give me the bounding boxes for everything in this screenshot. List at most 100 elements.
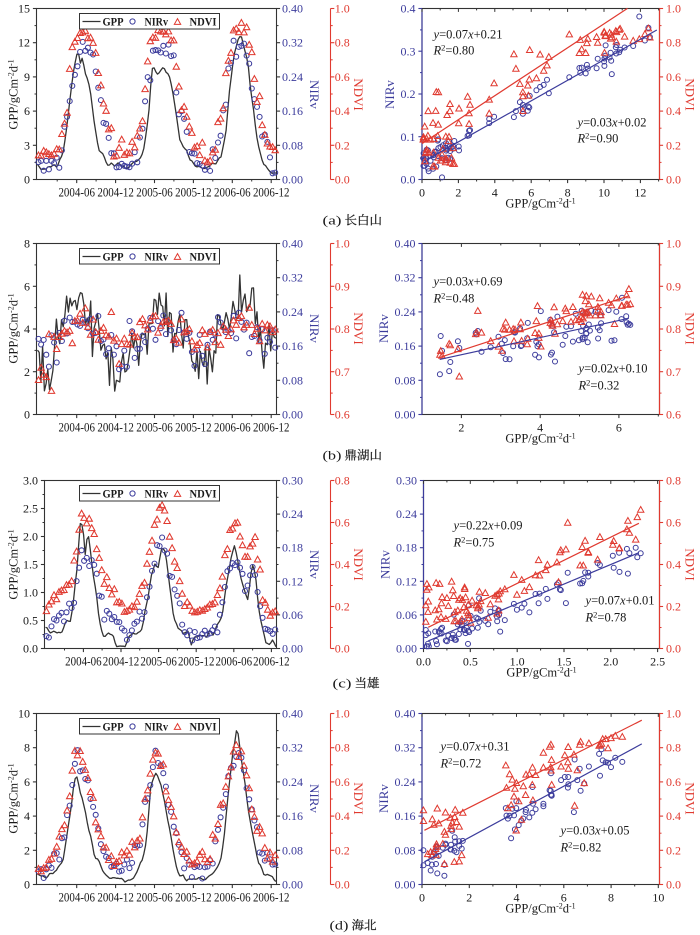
svg-text:NIRv: NIRv bbox=[307, 784, 322, 813]
svg-text:2006-12: 2006-12 bbox=[253, 186, 290, 200]
svg-text:6: 6 bbox=[24, 104, 30, 118]
svg-text:0.16: 0.16 bbox=[282, 339, 303, 353]
svg-text:2005-06: 2005-06 bbox=[136, 186, 173, 200]
svg-text:0.16: 0.16 bbox=[282, 104, 303, 118]
svg-text:0.0: 0.0 bbox=[335, 642, 350, 656]
svg-text:y=0.22x+0.09: y=0.22x+0.09 bbox=[452, 519, 523, 533]
svg-text:0.8: 0.8 bbox=[335, 474, 350, 488]
svg-text:0.2: 0.2 bbox=[335, 138, 350, 152]
svg-text:0.9: 0.9 bbox=[335, 279, 350, 293]
svg-text:0.30: 0.30 bbox=[282, 474, 303, 488]
svg-text:y=0.03x+0.05: y=0.03x+0.05 bbox=[559, 824, 630, 838]
svg-text:0.5: 0.5 bbox=[463, 655, 478, 669]
svg-text:0.32: 0.32 bbox=[282, 36, 303, 50]
svg-text:0.24: 0.24 bbox=[282, 305, 303, 319]
svg-text:NIRv: NIRv bbox=[376, 314, 391, 343]
svg-text:8: 8 bbox=[608, 891, 614, 905]
svg-text:R2=0.32: R2=0.32 bbox=[578, 378, 620, 393]
svg-text:8: 8 bbox=[24, 741, 30, 755]
svg-text:2004-12: 2004-12 bbox=[97, 891, 134, 905]
svg-text:0.5: 0.5 bbox=[23, 614, 38, 628]
svg-text:0.4: 0.4 bbox=[335, 104, 350, 118]
svg-text:6: 6 bbox=[528, 186, 534, 200]
svg-text:0.1: 0.1 bbox=[401, 130, 416, 144]
svg-text:NIRv: NIRv bbox=[145, 487, 169, 501]
svg-text:2006-06: 2006-06 bbox=[214, 186, 251, 200]
svg-text:0.12: 0.12 bbox=[396, 574, 417, 588]
svg-text:0.24: 0.24 bbox=[395, 305, 416, 319]
svg-text:R2=0.78: R2=0.78 bbox=[585, 610, 627, 625]
svg-text:1.5: 1.5 bbox=[556, 655, 571, 669]
svg-text:R2=0.75: R2=0.75 bbox=[453, 535, 495, 550]
svg-text:4: 4 bbox=[514, 891, 520, 905]
svg-text:NDVI: NDVI bbox=[351, 312, 366, 345]
svg-text:2: 2 bbox=[24, 843, 30, 857]
svg-text:0.00: 0.00 bbox=[395, 408, 416, 422]
svg-text:12: 12 bbox=[18, 36, 30, 50]
svg-text:0.6: 0.6 bbox=[666, 70, 681, 84]
svg-text:0.0: 0.0 bbox=[666, 173, 681, 187]
svg-text:1.0: 1.0 bbox=[335, 237, 350, 251]
svg-text:10: 10 bbox=[652, 891, 664, 905]
svg-text:0: 0 bbox=[419, 891, 425, 905]
svg-text:NDVI: NDVI bbox=[351, 782, 366, 815]
svg-text:2004-06: 2004-06 bbox=[65, 655, 102, 669]
svg-text:2006-12: 2006-12 bbox=[253, 891, 290, 905]
svg-text:0.8: 0.8 bbox=[666, 741, 681, 755]
svg-text:NIRv: NIRv bbox=[307, 314, 322, 343]
svg-text:NIRv: NIRv bbox=[145, 15, 169, 29]
svg-text:NDVI: NDVI bbox=[683, 782, 698, 815]
svg-text:2005-06: 2005-06 bbox=[136, 891, 173, 905]
svg-text:y=0.07x+0.01: y=0.07x+0.01 bbox=[584, 594, 655, 608]
svg-text:6: 6 bbox=[616, 421, 622, 435]
svg-text:0.40: 0.40 bbox=[282, 707, 303, 721]
svg-text:0.0: 0.0 bbox=[335, 173, 350, 187]
svg-text:0.0: 0.0 bbox=[416, 655, 431, 669]
svg-text:2: 2 bbox=[458, 421, 464, 435]
svg-text:0.6: 0.6 bbox=[335, 408, 350, 422]
svg-text:0.4: 0.4 bbox=[335, 558, 350, 572]
svg-text:1.0: 1.0 bbox=[335, 707, 350, 721]
svg-text:0: 0 bbox=[24, 878, 30, 892]
svg-text:0.6: 0.6 bbox=[335, 70, 350, 84]
svg-text:0.0: 0.0 bbox=[401, 173, 416, 187]
svg-text:0.8: 0.8 bbox=[335, 36, 350, 50]
svg-text:GPP/gCm-2d-1: GPP/gCm-2d-1 bbox=[505, 902, 575, 916]
svg-text:0.8: 0.8 bbox=[335, 741, 350, 755]
svg-text:(a): (a) bbox=[323, 213, 342, 228]
svg-text:GPP/gCm-2d-1: GPP/gCm-2d-1 bbox=[505, 197, 575, 211]
svg-text:0.8: 0.8 bbox=[666, 36, 681, 50]
svg-text:0.00: 0.00 bbox=[282, 408, 303, 422]
svg-text:2006-06: 2006-06 bbox=[214, 421, 251, 435]
svg-text:R2=0.82: R2=0.82 bbox=[560, 840, 602, 855]
svg-text:0.6: 0.6 bbox=[335, 775, 350, 789]
svg-text:2: 2 bbox=[24, 365, 30, 379]
svg-text:0.18: 0.18 bbox=[282, 541, 303, 555]
svg-text:y=0.07x+0.21: y=0.07x+0.21 bbox=[432, 28, 503, 42]
svg-text:0.6: 0.6 bbox=[666, 516, 681, 530]
svg-text:6: 6 bbox=[561, 891, 567, 905]
svg-text:2004-12: 2004-12 bbox=[97, 186, 134, 200]
svg-text:9: 9 bbox=[24, 70, 30, 84]
svg-text:2.5: 2.5 bbox=[650, 655, 665, 669]
svg-text:2: 2 bbox=[466, 891, 472, 905]
svg-text:2006-12: 2006-12 bbox=[253, 421, 290, 435]
svg-text:y=0.03x+0.69: y=0.03x+0.69 bbox=[432, 275, 503, 289]
svg-text:0.40: 0.40 bbox=[395, 707, 416, 721]
svg-text:0.32: 0.32 bbox=[395, 271, 416, 285]
svg-text:NIRv: NIRv bbox=[307, 550, 322, 579]
svg-text:0.08: 0.08 bbox=[282, 373, 303, 387]
svg-text:(b): (b) bbox=[323, 448, 342, 463]
svg-text:4: 4 bbox=[24, 809, 30, 823]
svg-text:0.4: 0.4 bbox=[401, 2, 416, 16]
svg-text:GPP/gCm-2d-1: GPP/gCm-2d-1 bbox=[7, 293, 21, 363]
svg-text:GPP: GPP bbox=[103, 487, 124, 501]
svg-text:10: 10 bbox=[598, 186, 610, 200]
svg-text:0.2: 0.2 bbox=[335, 843, 350, 857]
svg-text:NDVI: NDVI bbox=[683, 548, 698, 581]
svg-text:3.0: 3.0 bbox=[23, 474, 38, 488]
svg-text:0.9: 0.9 bbox=[666, 279, 681, 293]
svg-text:NIRv: NIRv bbox=[382, 80, 397, 109]
svg-text:1.0: 1.0 bbox=[510, 655, 525, 669]
svg-text:2006-12: 2006-12 bbox=[253, 655, 290, 669]
